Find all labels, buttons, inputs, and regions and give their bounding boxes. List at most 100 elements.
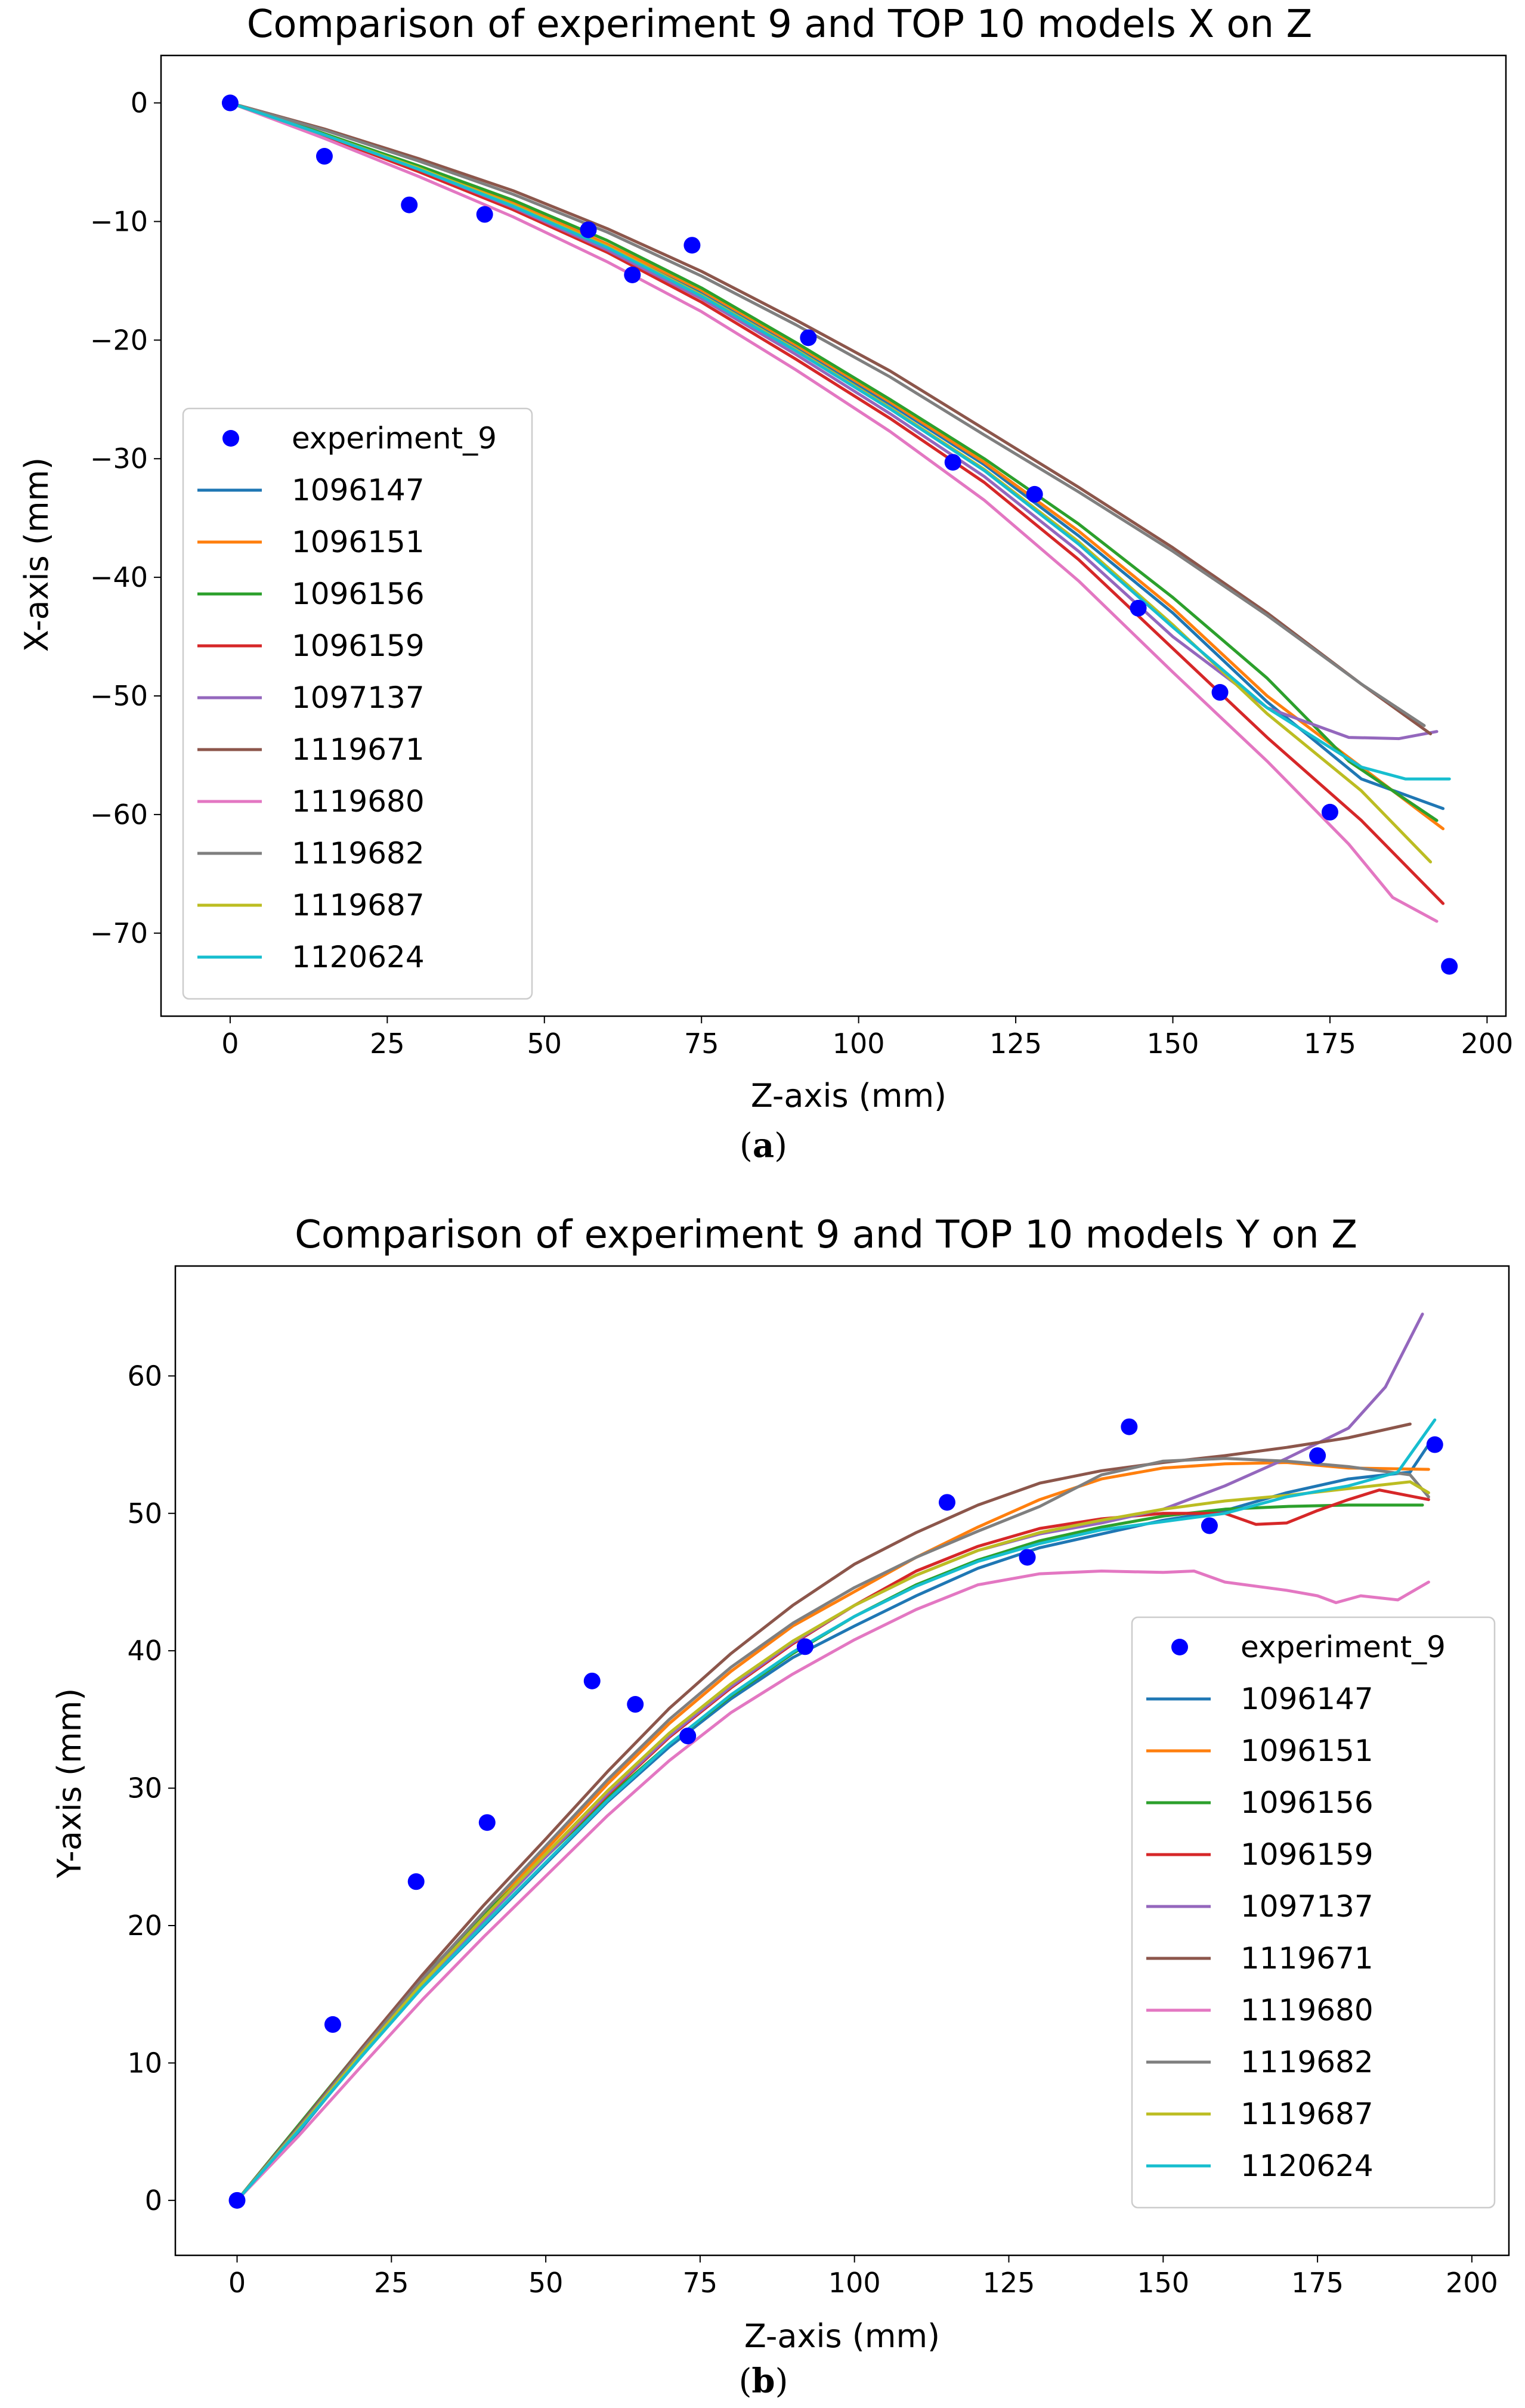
experiment-point	[796, 1638, 813, 1655]
experiment-point	[476, 206, 493, 223]
experiment-point	[583, 1672, 601, 1689]
legend-label-1119680: 1119680	[292, 784, 425, 819]
y-tick-label: −60	[90, 798, 148, 831]
x-tick-label: 25	[370, 1027, 405, 1060]
experiment-point	[1019, 1549, 1036, 1566]
series-line-1096159	[228, 101, 1445, 905]
series-line-1119682	[228, 101, 1426, 728]
x-tick-label: 125	[989, 1027, 1042, 1060]
x-tick-label: 50	[527, 1027, 562, 1060]
legend-label-1096159: 1096159	[292, 629, 425, 663]
legend-label-1119671: 1119671	[1241, 1941, 1374, 1976]
x-tick-label: 50	[528, 2267, 564, 2299]
experiment-point	[1121, 1418, 1138, 1435]
y-tick-label: 20	[127, 1909, 162, 1942]
series-lines	[228, 101, 1451, 923]
experiment-point	[1441, 958, 1458, 975]
subfigure-label: (a)	[740, 1126, 787, 1165]
experiment-point	[627, 1696, 644, 1713]
legend-label-1097137: 1097137	[1241, 1889, 1374, 1924]
y-tick-label: 30	[127, 1772, 162, 1805]
legend-label-1120624: 1120624	[292, 940, 425, 974]
y-tick-label: −70	[90, 917, 148, 949]
x-tick-label: 25	[374, 2267, 409, 2299]
x-tick-label: 75	[683, 2267, 718, 2299]
experiment-point	[478, 1814, 496, 1831]
axes-frame	[160, 54, 1507, 1017]
legend-label-1119682: 1119682	[1241, 2045, 1374, 2079]
legend-label-1097137: 1097137	[292, 680, 425, 715]
series-line-1119682	[236, 1457, 1430, 2202]
x-tick-label: 0	[221, 1027, 239, 1060]
legend-box	[182, 407, 533, 1000]
experiment-point	[1026, 485, 1043, 503]
legend-label-1096147: 1096147	[1241, 1682, 1374, 1716]
experiment-point	[944, 454, 961, 471]
legend: experiment_9 1096147 1096151 1096156 1096159…	[182, 407, 533, 1000]
experiment-point	[624, 266, 641, 283]
y-tick-label: 50	[127, 1497, 162, 1530]
experiment-point	[1426, 1436, 1443, 1453]
series-line-1119671	[228, 101, 1433, 736]
experiment-points	[228, 1418, 1443, 2209]
series-line-1119680	[228, 101, 1439, 923]
experiment-point	[1211, 684, 1229, 701]
legend-label-experiment: experiment_9	[1241, 1630, 1446, 1664]
experiment-point	[938, 1494, 955, 1511]
chart-panel-b: Comparison of experiment 9 and TOP 10 mo…	[51, 1213, 1510, 2401]
legend-marker-experiment	[1171, 1639, 1188, 1655]
legend-label-1096147: 1096147	[292, 473, 425, 507]
y-tick-label: −40	[90, 561, 148, 593]
legend-label-experiment: experiment_9	[292, 421, 497, 456]
chart-title: Comparison of experiment 9 and TOP 10 mo…	[247, 2, 1313, 47]
y-tick-label: −10	[90, 205, 148, 237]
legend-marker-experiment	[222, 430, 239, 447]
experiment-point	[324, 2016, 341, 2033]
experiment-point	[1201, 1517, 1218, 1534]
y-tick-label: 0	[145, 2184, 162, 2217]
x-tick-label: 75	[684, 1027, 719, 1060]
y-tick-label: −20	[90, 324, 148, 356]
legend-label-1119687: 1119687	[292, 888, 425, 923]
series-line-1119671	[236, 1422, 1412, 2202]
experiment-point	[683, 237, 701, 254]
experiment-points	[221, 94, 1458, 975]
legend-label-1096156: 1096156	[292, 577, 425, 611]
chart-panel-a: Comparison of experiment 9 and TOP 10 mo…	[18, 2, 1513, 1165]
y-tick-label: 40	[127, 1635, 162, 1667]
x-tick-label: 200	[1446, 2267, 1498, 2299]
x-tick-label: 100	[833, 1027, 885, 1060]
legend-label-1096159: 1096159	[1241, 1837, 1374, 1872]
x-tick-label: 125	[983, 2267, 1035, 2299]
experiment-point	[221, 94, 239, 112]
series-line-1120624	[228, 101, 1451, 781]
legend: experiment_9 1096147 1096151 1096156 1096159…	[1131, 1616, 1496, 2209]
legend-label-1096156: 1096156	[1241, 1785, 1374, 1820]
series-line-1119680	[236, 1570, 1430, 2202]
experiment-point	[679, 1728, 697, 1745]
legend-label-1096151: 1096151	[292, 525, 425, 559]
x-tick-label: 0	[228, 2267, 246, 2299]
legend-label-1119687: 1119687	[1241, 2097, 1374, 2131]
x-tick-label: 150	[1147, 1027, 1199, 1060]
y-axis-label: Y-axis (mm)	[51, 1688, 88, 1879]
experiment-point	[800, 329, 817, 346]
series-line-1120624	[236, 1418, 1437, 2202]
experiment-point	[1309, 1447, 1326, 1464]
experiment-point	[407, 1873, 425, 1890]
x-tick-label: 150	[1137, 2267, 1189, 2299]
plot-area: 0 25 50 75 100 125 150 175 200 0 −10 −20 −30 −40 −50 −6…	[90, 54, 1513, 1060]
subfigure-label: (b)	[739, 2361, 788, 2401]
y-tick-label: −50	[90, 680, 148, 712]
y-tick-label: 0	[131, 87, 148, 119]
y-tick-label: −30	[90, 442, 148, 475]
experiment-point	[315, 148, 333, 165]
plot-area: 0 25 50 75 100 125 150 175 200 0 10 20 30 40 50 60 exper…	[127, 1265, 1510, 2299]
y-tick-label: 60	[127, 1360, 162, 1392]
x-axis-label: Z-axis (mm)	[751, 1077, 946, 1115]
x-tick-label: 175	[1291, 2267, 1344, 2299]
legend-label-1119682: 1119682	[292, 836, 425, 871]
series-line-1119687	[236, 1480, 1430, 2202]
y-tick-label: 10	[127, 2047, 162, 2079]
